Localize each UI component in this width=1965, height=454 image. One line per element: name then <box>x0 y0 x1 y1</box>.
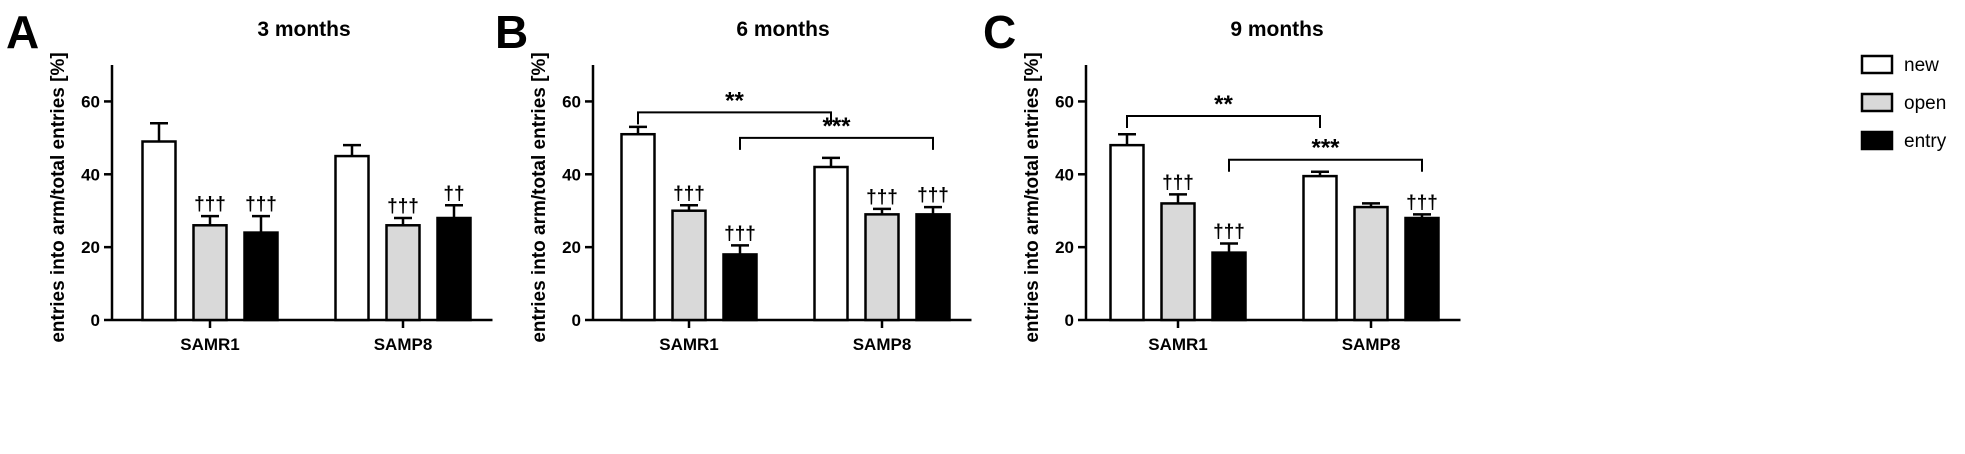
significance-mark: ††† <box>194 194 226 215</box>
bar-new <box>141 140 177 322</box>
comparison-bracket <box>637 111 832 125</box>
legend-label: open <box>1904 93 1946 114</box>
panel-b: B 6 months entries into arm/total entries … <box>495 6 972 354</box>
y-tick-label: 60 <box>1055 92 1074 111</box>
bar-new <box>1109 143 1145 322</box>
bar-open <box>385 224 421 322</box>
comparison-bracket <box>739 136 934 150</box>
y-tick-label: 60 <box>81 92 100 111</box>
chart-title: 3 months <box>257 18 350 41</box>
x-tick-label: SAMP8 <box>853 335 912 354</box>
bar-open <box>1160 202 1196 322</box>
y-tick-label: 40 <box>562 165 581 184</box>
panel-a: A 3 months entries into arm/total entries … <box>6 6 493 354</box>
bar-new <box>620 132 656 322</box>
y-tick-label: 20 <box>81 238 100 257</box>
significance-mark: ††† <box>387 196 419 217</box>
x-tick-label: SAMR1 <box>180 335 240 354</box>
bar-new <box>334 154 370 322</box>
chart-title: 9 months <box>1230 18 1323 41</box>
bar-open <box>1353 205 1389 322</box>
y-tick-label: 0 <box>91 311 100 330</box>
panel-letter: C <box>983 6 1016 58</box>
significance-mark: †† <box>443 183 464 204</box>
y-axis-label: entries into arm/total entries [%] <box>1022 52 1043 342</box>
significance-mark: ††† <box>1213 222 1245 243</box>
y-tick-label: 40 <box>1055 165 1074 184</box>
chart-title: 6 months <box>736 18 829 41</box>
bracket-label: ** <box>725 87 744 114</box>
bar-new <box>1302 174 1338 322</box>
bracket-label: ** <box>1214 91 1233 118</box>
significance-mark: ††† <box>245 194 277 215</box>
bar-entry <box>915 213 951 322</box>
x-tick-label: SAMP8 <box>374 335 433 354</box>
panel-letter: A <box>6 6 39 58</box>
bar-entry <box>722 253 758 322</box>
y-tick-label: 20 <box>1055 238 1074 257</box>
significance-mark: ††† <box>673 183 705 204</box>
bar-entry <box>1211 251 1247 322</box>
bar-entry <box>1404 216 1440 322</box>
significance-mark: ††† <box>866 187 898 208</box>
bar-open <box>864 213 900 322</box>
bar-entry <box>436 216 472 322</box>
y-tick-label: 0 <box>572 311 581 330</box>
significance-mark: ††† <box>1406 192 1438 213</box>
x-tick-label: SAMP8 <box>1342 335 1401 354</box>
bar-open <box>671 209 707 322</box>
x-tick-label: SAMR1 <box>659 335 719 354</box>
legend: new open entry <box>1860 54 1947 152</box>
y-tick-label: 60 <box>562 92 581 111</box>
significance-mark: ††† <box>1162 172 1194 193</box>
legend-label: new <box>1904 55 1939 76</box>
legend-swatch-new <box>1860 54 1894 75</box>
legend-swatch-open <box>1860 92 1894 113</box>
panel-c: C 9 months entries into arm/total entries … <box>983 6 1461 354</box>
y-tick-label: 0 <box>1065 311 1074 330</box>
comparison-bracket <box>1228 158 1423 172</box>
y-axis-label: entries into arm/total entries [%] <box>529 52 550 342</box>
legend-swatch-entry <box>1860 130 1894 151</box>
panel-letter: B <box>495 6 528 58</box>
y-axis-label: entries into arm/total entries [%] <box>48 52 69 342</box>
x-tick-label: SAMR1 <box>1148 335 1208 354</box>
comparison-bracket <box>1126 115 1321 128</box>
bracket-label: *** <box>822 113 851 140</box>
bar-entry <box>243 231 279 322</box>
significance-mark: ††† <box>917 185 949 206</box>
y-tick-label: 40 <box>81 165 100 184</box>
significance-mark: ††† <box>724 223 756 244</box>
bar-open <box>192 224 228 322</box>
panels: A 3 months entries into arm/total entries … <box>6 6 1461 354</box>
y-tick-label: 20 <box>562 238 581 257</box>
bracket-label: *** <box>1311 135 1340 162</box>
bar-new <box>813 165 849 322</box>
legend-label: entry <box>1904 131 1947 152</box>
